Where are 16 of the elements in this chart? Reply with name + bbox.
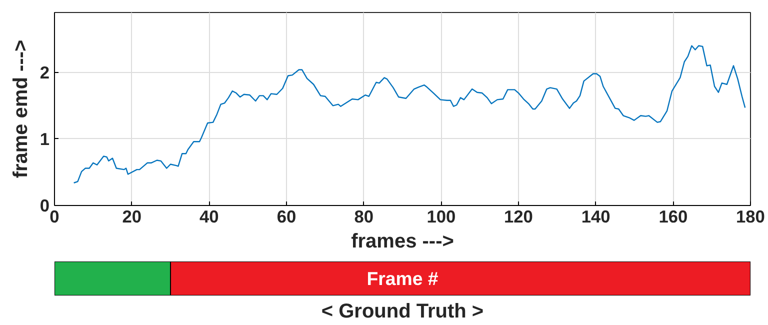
y-tick-label: 1 [40, 128, 50, 149]
x-tick-label: 20 [122, 206, 142, 226]
line-series [73, 45, 746, 184]
annotation: Frame # [366, 268, 439, 289]
x-tick-label: 100 [426, 206, 456, 226]
x-axis-title: < Ground Truth > [321, 300, 484, 322]
x-tick-label: 80 [354, 206, 374, 226]
y-axis-title: frame emd ---> [10, 40, 32, 178]
x-tick-label: 120 [504, 206, 533, 226]
x-tick-label: 60 [276, 206, 296, 226]
x-tick-label: 40 [200, 206, 219, 226]
x-tick-label: 160 [658, 206, 688, 226]
y-tick-label: 2 [40, 62, 50, 82]
x-tick-label: 180 [736, 206, 765, 226]
x-tick-label: 140 [581, 206, 610, 226]
x-axis-title: frames ---> [351, 230, 454, 252]
